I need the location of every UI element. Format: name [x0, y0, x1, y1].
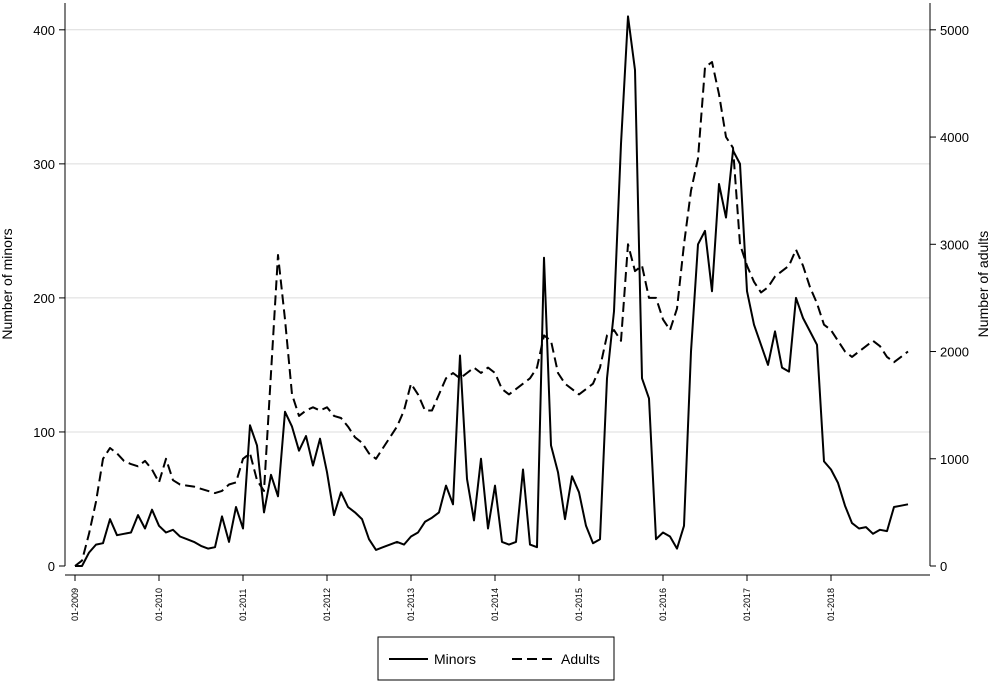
left-tick-label: 200 — [33, 291, 55, 306]
x-tick-label: 01-2010 — [154, 588, 164, 621]
right-tick-label: 4000 — [940, 130, 969, 145]
legend-label-minors: Minors — [434, 651, 476, 667]
x-axis-ticks: 01-2009 01-2010 01-2011 01-2012 01-2013 01-20… — [70, 575, 836, 621]
axes — [64, 3, 931, 576]
right-tick-label: 2000 — [940, 345, 969, 360]
right-axis-title: Number of adults — [975, 231, 991, 338]
left-tick-label: 400 — [33, 23, 55, 38]
x-tick-label: 01-2018 — [826, 588, 836, 621]
legend: Minors Adults — [377, 636, 615, 681]
x-tick-label: 01-2013 — [406, 588, 416, 621]
right-axis-ticks: 0 1000 2000 3000 4000 5000 — [930, 23, 969, 574]
x-tick-label: 01-2012 — [322, 588, 332, 621]
left-axis-title: Number of minors — [0, 228, 15, 339]
series-line-minors — [75, 15, 909, 567]
x-tick-label: 01-2017 — [742, 588, 752, 621]
right-tick-label: 3000 — [940, 237, 969, 252]
x-tick-label: 01-2015 — [574, 588, 584, 621]
right-tick-label: 5000 — [940, 23, 969, 38]
left-tick-label: 100 — [33, 425, 55, 440]
legend-label-adults: Adults — [561, 651, 600, 667]
series-layer — [74, 15, 909, 567]
x-tick-label: 01-2016 — [658, 588, 668, 621]
x-tick-label: 01-2009 — [70, 588, 80, 621]
right-tick-label: 0 — [940, 559, 947, 574]
left-tick-label: 300 — [33, 157, 55, 172]
left-axis-ticks: 0 100 200 300 400 — [33, 23, 65, 574]
x-tick-label: 01-2011 — [238, 589, 248, 621]
right-tick-label: 1000 — [940, 452, 969, 467]
series-line-adults — [74, 61, 909, 567]
left-tick-label: 0 — [48, 559, 55, 574]
x-tick-label: 01-2014 — [490, 588, 500, 621]
gridlines — [65, 29, 930, 433]
